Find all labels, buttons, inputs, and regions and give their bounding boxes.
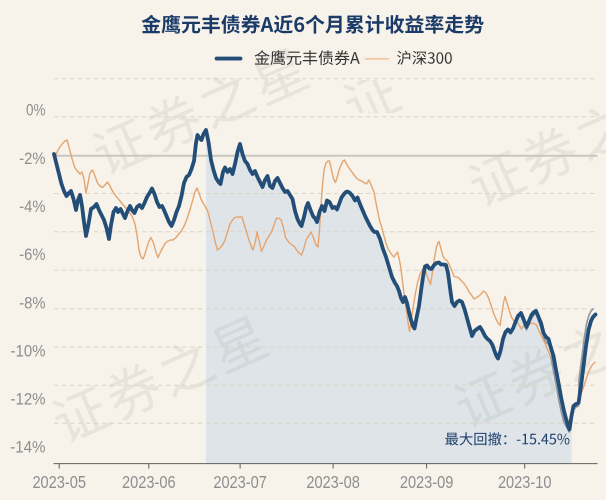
svg-text:2023-05: 2023-05 <box>32 472 85 492</box>
svg-text:-2%: -2% <box>19 149 45 168</box>
svg-text:-14%: -14% <box>10 438 45 457</box>
svg-text:0%: 0% <box>26 101 46 120</box>
svg-text:-4%: -4% <box>19 197 45 216</box>
svg-text:2023-07: 2023-07 <box>213 472 267 492</box>
svg-text:2023-06: 2023-06 <box>122 472 176 492</box>
svg-text:2023-08: 2023-08 <box>306 472 360 492</box>
svg-text:-10%: -10% <box>11 341 46 360</box>
svg-text:2023-10: 2023-10 <box>498 472 552 492</box>
svg-text:-12%: -12% <box>11 390 46 409</box>
svg-text:2023-09: 2023-09 <box>400 472 454 492</box>
svg-text:-8%: -8% <box>19 293 45 312</box>
svg-text:-6%: -6% <box>19 245 45 264</box>
